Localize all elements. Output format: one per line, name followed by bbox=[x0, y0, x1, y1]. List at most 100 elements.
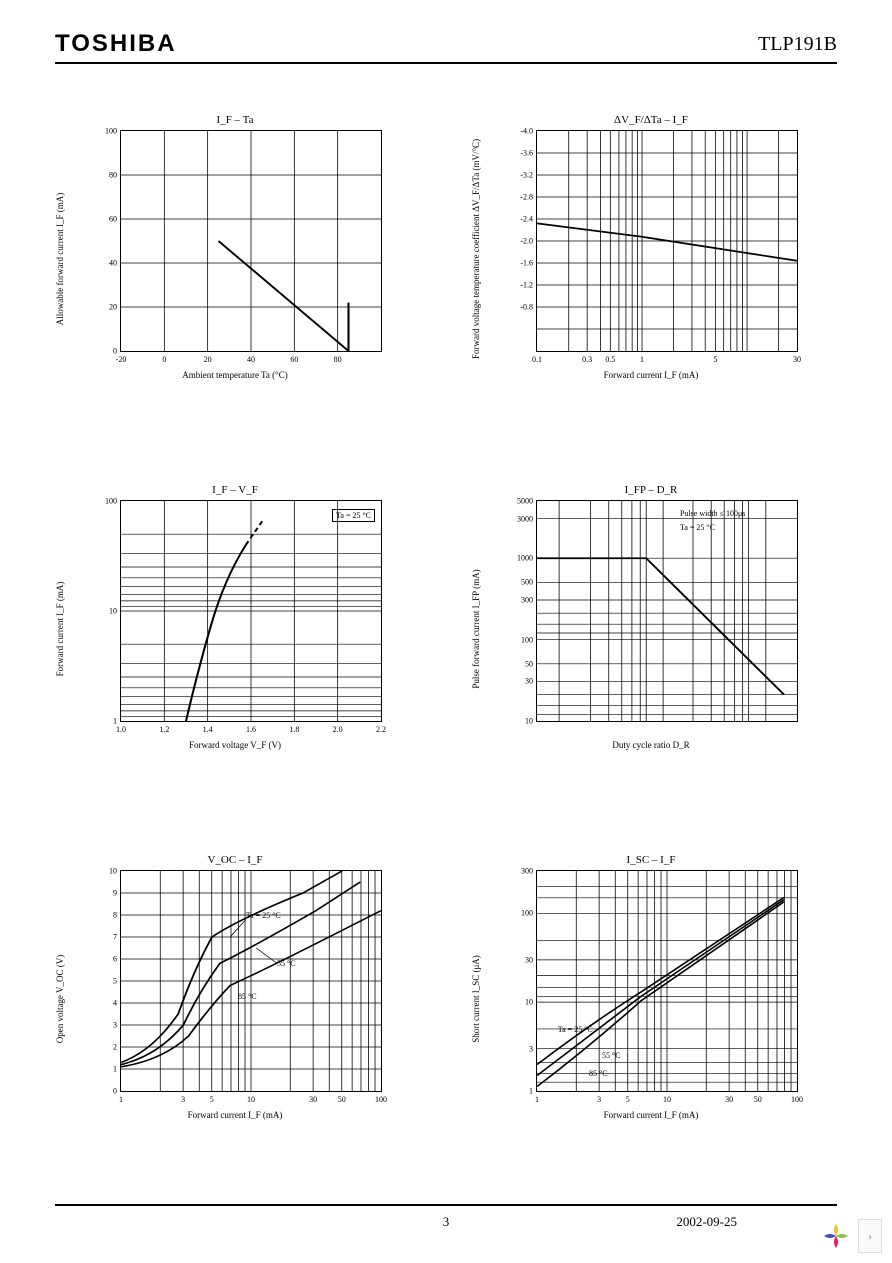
ytick: 300 bbox=[521, 867, 533, 876]
x-axis-label: Ambient temperature Ta (°C) bbox=[75, 370, 395, 380]
ytick: 6 bbox=[113, 955, 117, 964]
chart-svg bbox=[121, 871, 381, 1091]
ytick: 3 bbox=[529, 1044, 533, 1053]
ytick: 0 bbox=[113, 1087, 117, 1096]
xtick: 1.0 bbox=[116, 725, 126, 734]
xtick: -20 bbox=[116, 355, 127, 364]
ytick: 1000 bbox=[517, 554, 533, 563]
chart-svg bbox=[537, 871, 797, 1091]
ytick: 10 bbox=[525, 717, 533, 726]
ytick: -3.2 bbox=[520, 171, 533, 180]
xtick: 10 bbox=[247, 1095, 255, 1104]
ytick: 40 bbox=[109, 259, 117, 268]
ytick: -0.8 bbox=[520, 303, 533, 312]
ytick: -2.8 bbox=[520, 193, 533, 202]
ytick: 1 bbox=[113, 1065, 117, 1074]
chart-ifp-dr: I_FP – D_R Pulse forward current I_FP (m… bbox=[491, 484, 811, 774]
part-number: TLP191B bbox=[758, 33, 837, 56]
ytick: 60 bbox=[109, 215, 117, 224]
page-footer: 3 2002-09-25 bbox=[55, 1204, 837, 1230]
xtick: 3 bbox=[181, 1095, 185, 1104]
xtick: 1 bbox=[535, 1095, 539, 1104]
ytick: 2 bbox=[113, 1043, 117, 1052]
xtick: 2.2 bbox=[376, 725, 386, 734]
x-axis-label: Forward current I_F (mA) bbox=[491, 370, 811, 380]
y-axis-label: Pulse forward current I_FP (mA) bbox=[471, 529, 481, 729]
ytick: -1.6 bbox=[520, 259, 533, 268]
xtick: 80 bbox=[334, 355, 342, 364]
ytick: -2.0 bbox=[520, 237, 533, 246]
chart-title: I_FP – D_R bbox=[491, 484, 811, 496]
xtick: 100 bbox=[375, 1095, 387, 1104]
brand-logo: TOSHIBA bbox=[55, 30, 177, 58]
plot-area: -4.0 -3.6 -3.2 -2.8 -2.4 -2.0 -1.6 -1.2 … bbox=[536, 130, 798, 352]
ytick: -4.0 bbox=[520, 127, 533, 136]
chart-if-vf: I_F – V_F Forward current I_F (mA) 1 10 … bbox=[75, 484, 395, 774]
xtick: 3 bbox=[597, 1095, 601, 1104]
ytick: 100 bbox=[105, 497, 117, 506]
xtick: 5 bbox=[210, 1095, 214, 1104]
xtick: 30 bbox=[725, 1095, 733, 1104]
ytick: 100 bbox=[105, 127, 117, 136]
datasheet-page: TOSHIBA TLP191B I_F – Ta Allowable forwa… bbox=[0, 0, 892, 1250]
ytick: 7 bbox=[113, 933, 117, 942]
chart-title: I_F – Ta bbox=[75, 114, 395, 126]
viewer-controls: › bbox=[820, 1219, 882, 1253]
chart-svg bbox=[121, 501, 381, 721]
y-axis-label: Forward voltage temperature coefficient … bbox=[471, 159, 481, 359]
x-axis-label: Duty cycle ratio D_R bbox=[491, 740, 811, 750]
xtick: 2.0 bbox=[333, 725, 343, 734]
xtick: 10 bbox=[663, 1095, 671, 1104]
x-axis-label: Forward voltage V_F (V) bbox=[75, 740, 395, 750]
chart-title: ΔV_F/ΔTa – I_F bbox=[491, 114, 811, 126]
xtick: 0 bbox=[162, 355, 166, 364]
ytick: 10 bbox=[109, 607, 117, 616]
ytick: 30 bbox=[525, 955, 533, 964]
chart-if-ta: I_F – Ta Allowable forward current I_F (… bbox=[75, 114, 395, 404]
plot-area: 1 10 100 1.0 1.2 1.4 1.6 1.8 2.0 2.2 Ta … bbox=[120, 500, 382, 722]
xtick: 1.6 bbox=[246, 725, 256, 734]
plot-area: 0 20 40 60 80 100 -20 0 20 40 60 80 bbox=[120, 130, 382, 352]
chart-voc-if: V_OC – I_F Open voltage V_OC (V) 0 1 2 3… bbox=[75, 854, 395, 1144]
xtick: 1.2 bbox=[159, 725, 169, 734]
ytick: -1.2 bbox=[520, 281, 533, 290]
ytick: 4 bbox=[113, 999, 117, 1008]
ytick: 80 bbox=[109, 171, 117, 180]
ytick: 20 bbox=[109, 303, 117, 312]
x-axis-label: Forward current I_F (mA) bbox=[491, 1110, 811, 1120]
xtick: 20 bbox=[204, 355, 212, 364]
y-axis-label: Short current I_SC (μA) bbox=[471, 899, 481, 1099]
ytick: 8 bbox=[113, 911, 117, 920]
ytick: 30 bbox=[525, 677, 533, 686]
ytick: 5 bbox=[113, 977, 117, 986]
chart-svg bbox=[537, 131, 797, 351]
xtick: 0.1 bbox=[532, 355, 542, 364]
xtick: 5 bbox=[713, 355, 717, 364]
ytick: 50 bbox=[525, 659, 533, 668]
xtick: 30 bbox=[793, 355, 801, 364]
xtick: 5 bbox=[626, 1095, 630, 1104]
page-number: 3 bbox=[443, 1214, 450, 1230]
ytick: 5000 bbox=[517, 497, 533, 506]
plot-area: 0 1 2 3 4 5 6 7 8 9 10 1 3 5 10 30 50 10… bbox=[120, 870, 382, 1092]
next-page-button[interactable]: › bbox=[858, 1219, 882, 1253]
y-axis-label: Allowable forward current I_F (mA) bbox=[55, 159, 65, 359]
ytick: 100 bbox=[521, 635, 533, 644]
xtick: 1 bbox=[119, 1095, 123, 1104]
xtick: 30 bbox=[309, 1095, 317, 1104]
xtick: 40 bbox=[247, 355, 255, 364]
ytick: -3.6 bbox=[520, 149, 533, 158]
chart-dvf-if: ΔV_F/ΔTa – I_F Forward voltage temperatu… bbox=[491, 114, 811, 404]
xtick: 0.5 bbox=[605, 355, 615, 364]
plot-area: 5000 3000 1000 500 300 100 50 30 10 Puls… bbox=[536, 500, 798, 722]
ytick: 9 bbox=[113, 889, 117, 898]
xtick: 0.3 bbox=[582, 355, 592, 364]
y-axis-label: Open voltage V_OC (V) bbox=[55, 899, 65, 1099]
y-axis-label: Forward current I_F (mA) bbox=[55, 529, 65, 729]
footer-date: 2002-09-25 bbox=[676, 1214, 737, 1230]
ytick: 10 bbox=[525, 998, 533, 1007]
charts-grid: I_F – Ta Allowable forward current I_F (… bbox=[75, 114, 837, 1144]
chart-svg bbox=[121, 131, 381, 351]
chart-title: I_SC – I_F bbox=[491, 854, 811, 866]
chart-title: V_OC – I_F bbox=[75, 854, 395, 866]
